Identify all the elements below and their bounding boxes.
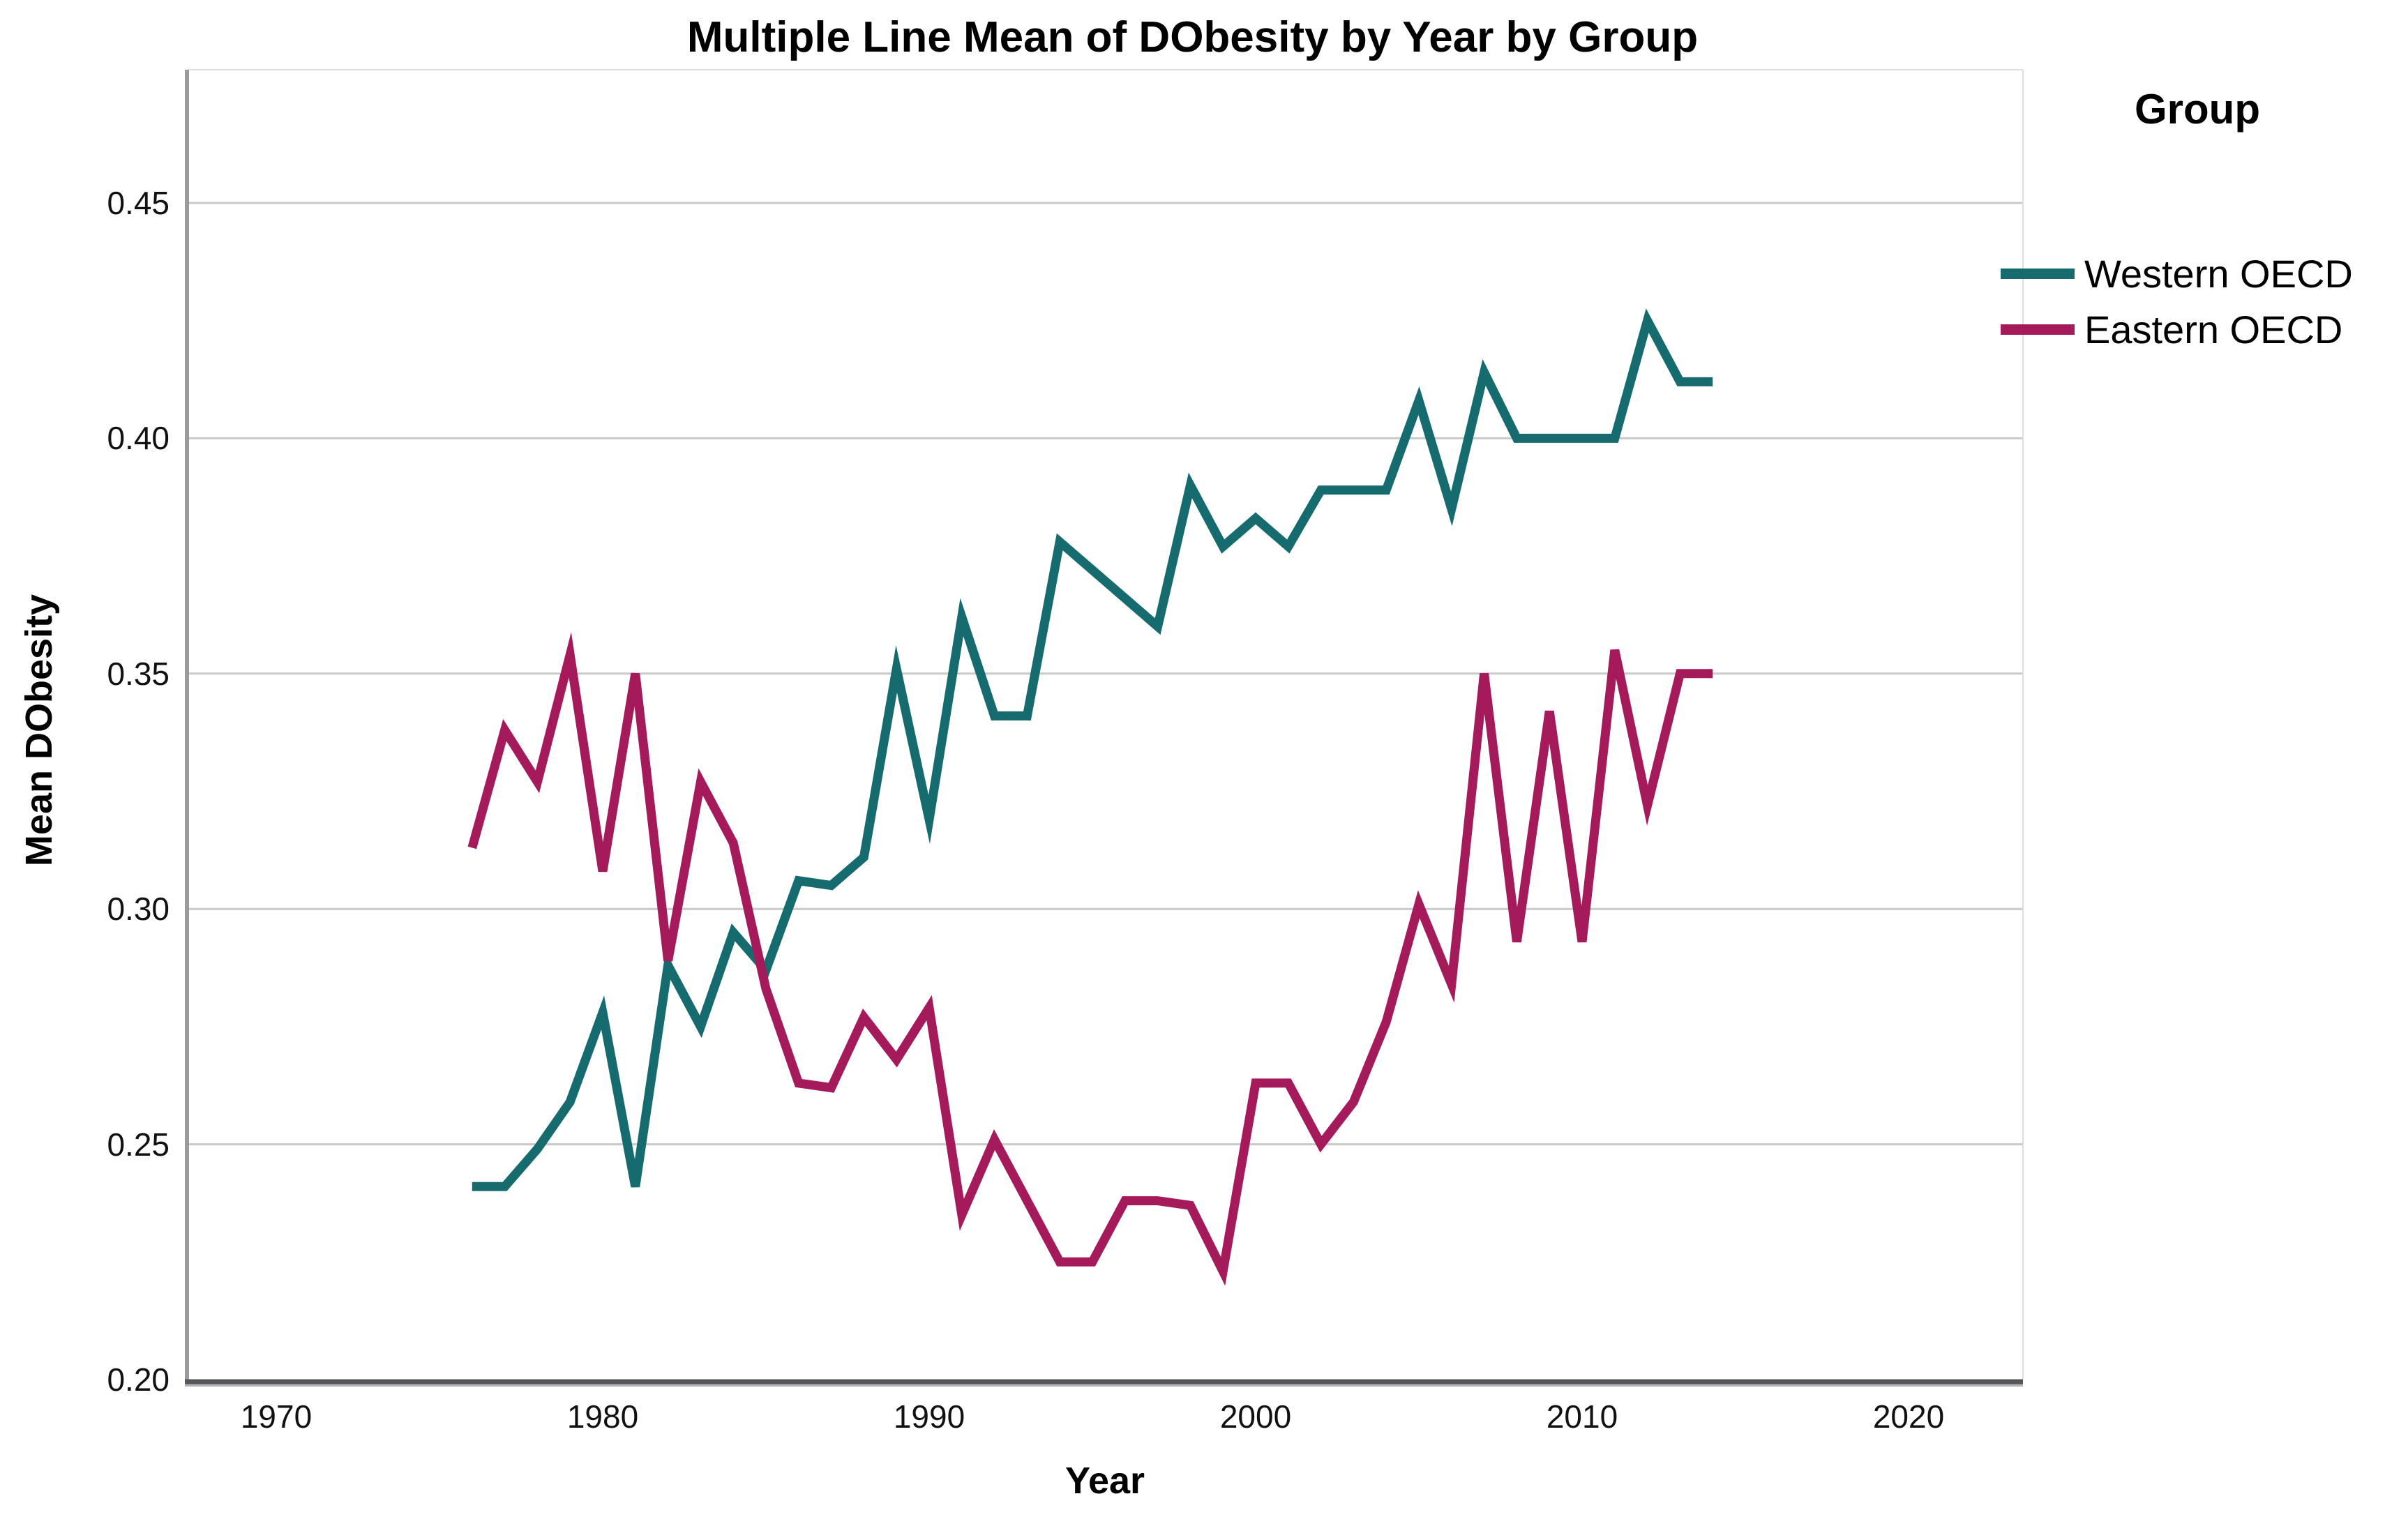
x-tick-label-2000: 2000 (1219, 1398, 1292, 1435)
series-line-western-oecd (472, 308, 1713, 1191)
legend-swatch-0 (2001, 268, 2075, 279)
legend-item-eastern-oecd: Eastern OECD (2001, 301, 2385, 357)
y-tick-label-0.30: 0.30 (107, 891, 170, 928)
y-tick-label-0.20: 0.20 (107, 1361, 170, 1398)
chart-title: Multiple Line Mean of DObesity by Year b… (686, 13, 1699, 61)
x-tick-label-1980: 1980 (566, 1398, 639, 1435)
legend-swatch-1 (2001, 324, 2075, 335)
y-tick-label-0.45: 0.45 (107, 185, 170, 221)
y-tick-label-0.40: 0.40 (107, 420, 170, 457)
legend: Western OECD Eastern OECD (2001, 246, 2385, 357)
y-tick-label-0.25: 0.25 (107, 1126, 170, 1163)
x-tick-label-1990: 1990 (893, 1398, 965, 1435)
legend-title: Group (2135, 86, 2260, 133)
legend-label-1: Eastern OECD (2084, 307, 2343, 352)
legend-label-0: Western OECD (2084, 251, 2353, 296)
x-tick-label-1970: 1970 (240, 1398, 313, 1435)
x-tick-label-2020: 2020 (1872, 1398, 1945, 1435)
legend-item-western-oecd: Western OECD (2001, 246, 2385, 301)
x-axis-title: Year (1064, 1460, 1145, 1502)
y-tick-label-0.35: 0.35 (107, 655, 170, 692)
series-line-eastern-oecd (467, 632, 1713, 1286)
x-tick-label-2010: 2010 (1546, 1398, 1618, 1435)
